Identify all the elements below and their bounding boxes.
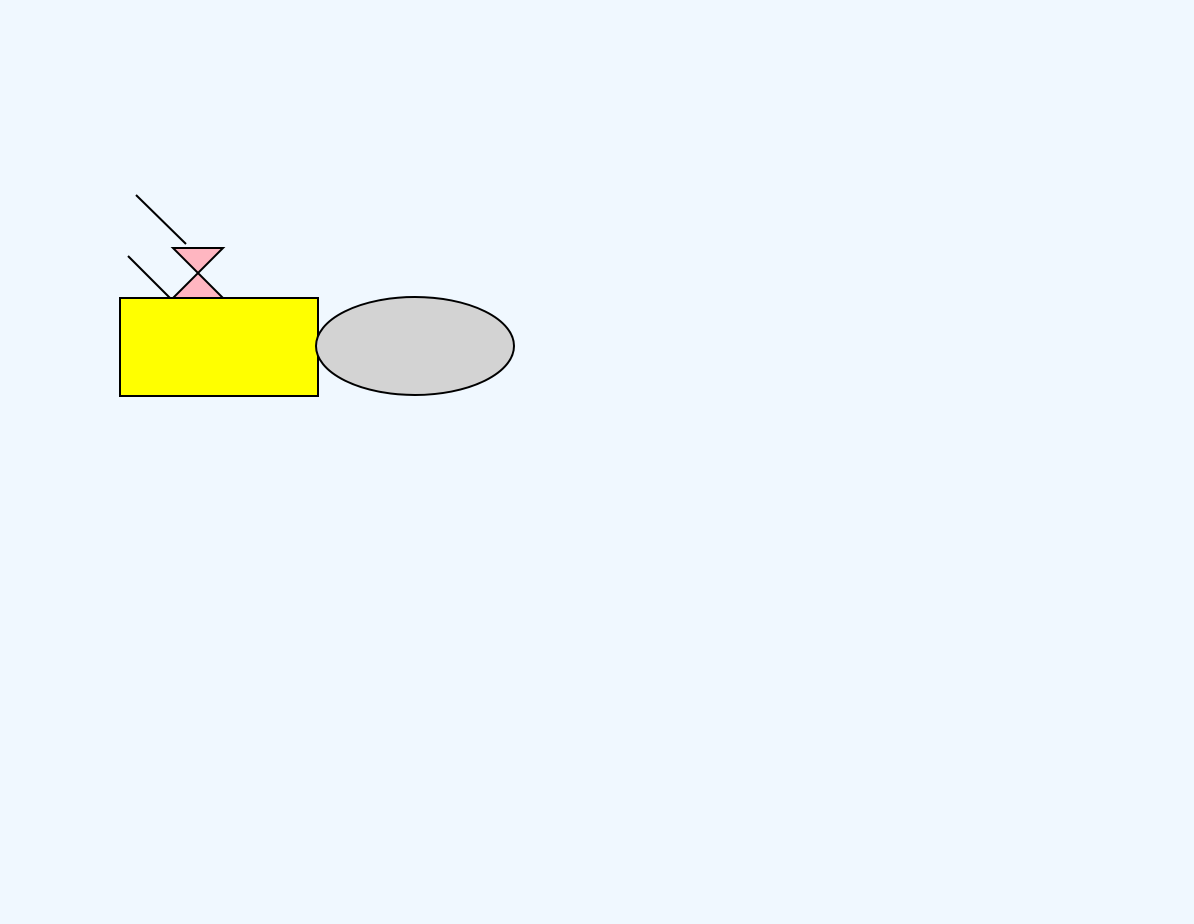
yellow-rectangle[interactable] bbox=[119, 297, 319, 397]
diagonal-line-lower[interactable] bbox=[127, 255, 171, 299]
gray-ellipse[interactable] bbox=[315, 296, 515, 396]
diagonal-line-upper[interactable] bbox=[135, 194, 187, 245]
